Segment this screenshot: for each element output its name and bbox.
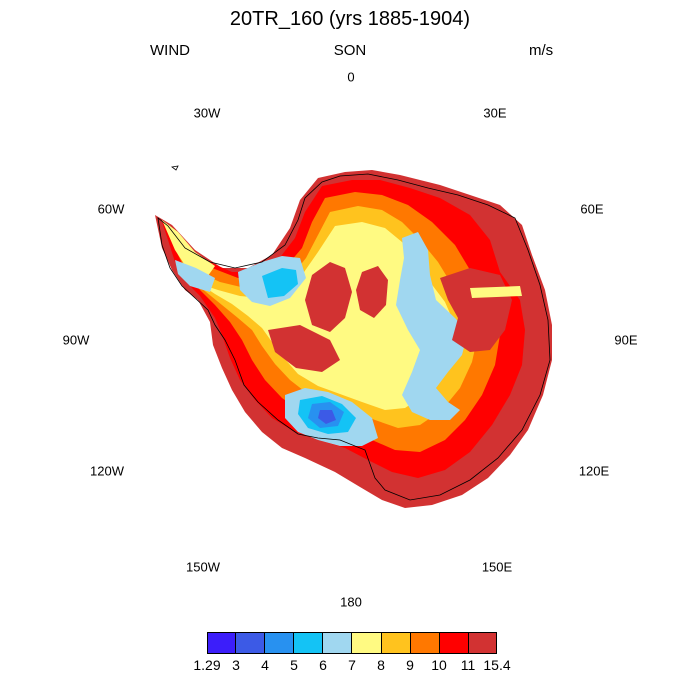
region-15-4-core-b: [356, 266, 388, 318]
colorbar-label: 7: [348, 657, 356, 673]
region-coast-stripe: [470, 286, 522, 298]
colorbar-label: 9: [406, 657, 414, 673]
colorbar-label: 15.4: [483, 657, 511, 673]
lon-label-150e: 150E: [481, 559, 513, 575]
colorbar-label: 10: [431, 657, 447, 673]
lon-label-150w: 150W: [186, 559, 220, 575]
colorbar-label: 3: [232, 657, 240, 673]
lon-label-180: 180: [340, 594, 362, 610]
region-6-7: [396, 232, 468, 420]
colorbar-swatch: [294, 632, 324, 654]
variable-label: WIND: [150, 42, 190, 59]
units-label: m/s: [529, 42, 554, 59]
colorbar-label: 5: [290, 657, 298, 673]
island-coast: [171, 165, 179, 171]
region-peninsula-blue: [175, 260, 215, 292]
colorbar-swatch: [352, 632, 382, 654]
region-7-8-center: [340, 325, 375, 360]
wind-field: [155, 170, 552, 508]
region-3-4: [318, 410, 336, 424]
lon-label-30w: 30W: [193, 105, 221, 121]
lon-label-60e: 60E: [580, 201, 604, 217]
colorbar-label: 6: [319, 657, 327, 673]
lon-label-60w: 60W: [97, 201, 125, 217]
lon-label-30e: 30E: [483, 105, 507, 121]
colorbar-swatch: [410, 632, 440, 654]
colorbar: [207, 632, 497, 654]
colorbar-swatch: [207, 632, 237, 654]
region-15-4-core-d: [268, 325, 340, 372]
colorbar-label: 4: [261, 657, 269, 673]
colorbar-label: 8: [377, 657, 385, 673]
lon-label-90e: 90E: [614, 332, 638, 348]
colorbar-swatch: [468, 632, 497, 654]
lon-label-90w: 90W: [62, 332, 90, 348]
lon-label-120e: 120E: [578, 463, 610, 479]
plot-title: 20TR_160 (yrs 1885-1904): [229, 8, 471, 30]
colorbar-swatch: [265, 632, 295, 654]
colorbar-label: 1.29: [193, 657, 221, 673]
colorbar-swatch: [323, 632, 353, 654]
lon-label-120w: 120W: [90, 463, 124, 479]
region-15-4-core-a: [305, 262, 352, 332]
colorbar-label: 11: [460, 657, 476, 673]
colorbar-swatch: [236, 632, 266, 654]
season-label: SON: [333, 42, 367, 59]
colorbar-swatch: [439, 632, 469, 654]
coastline: [157, 173, 551, 501]
region-5-6: [262, 268, 298, 298]
lon-label-0: 0: [347, 69, 355, 85]
colorbar-swatch: [381, 632, 411, 654]
